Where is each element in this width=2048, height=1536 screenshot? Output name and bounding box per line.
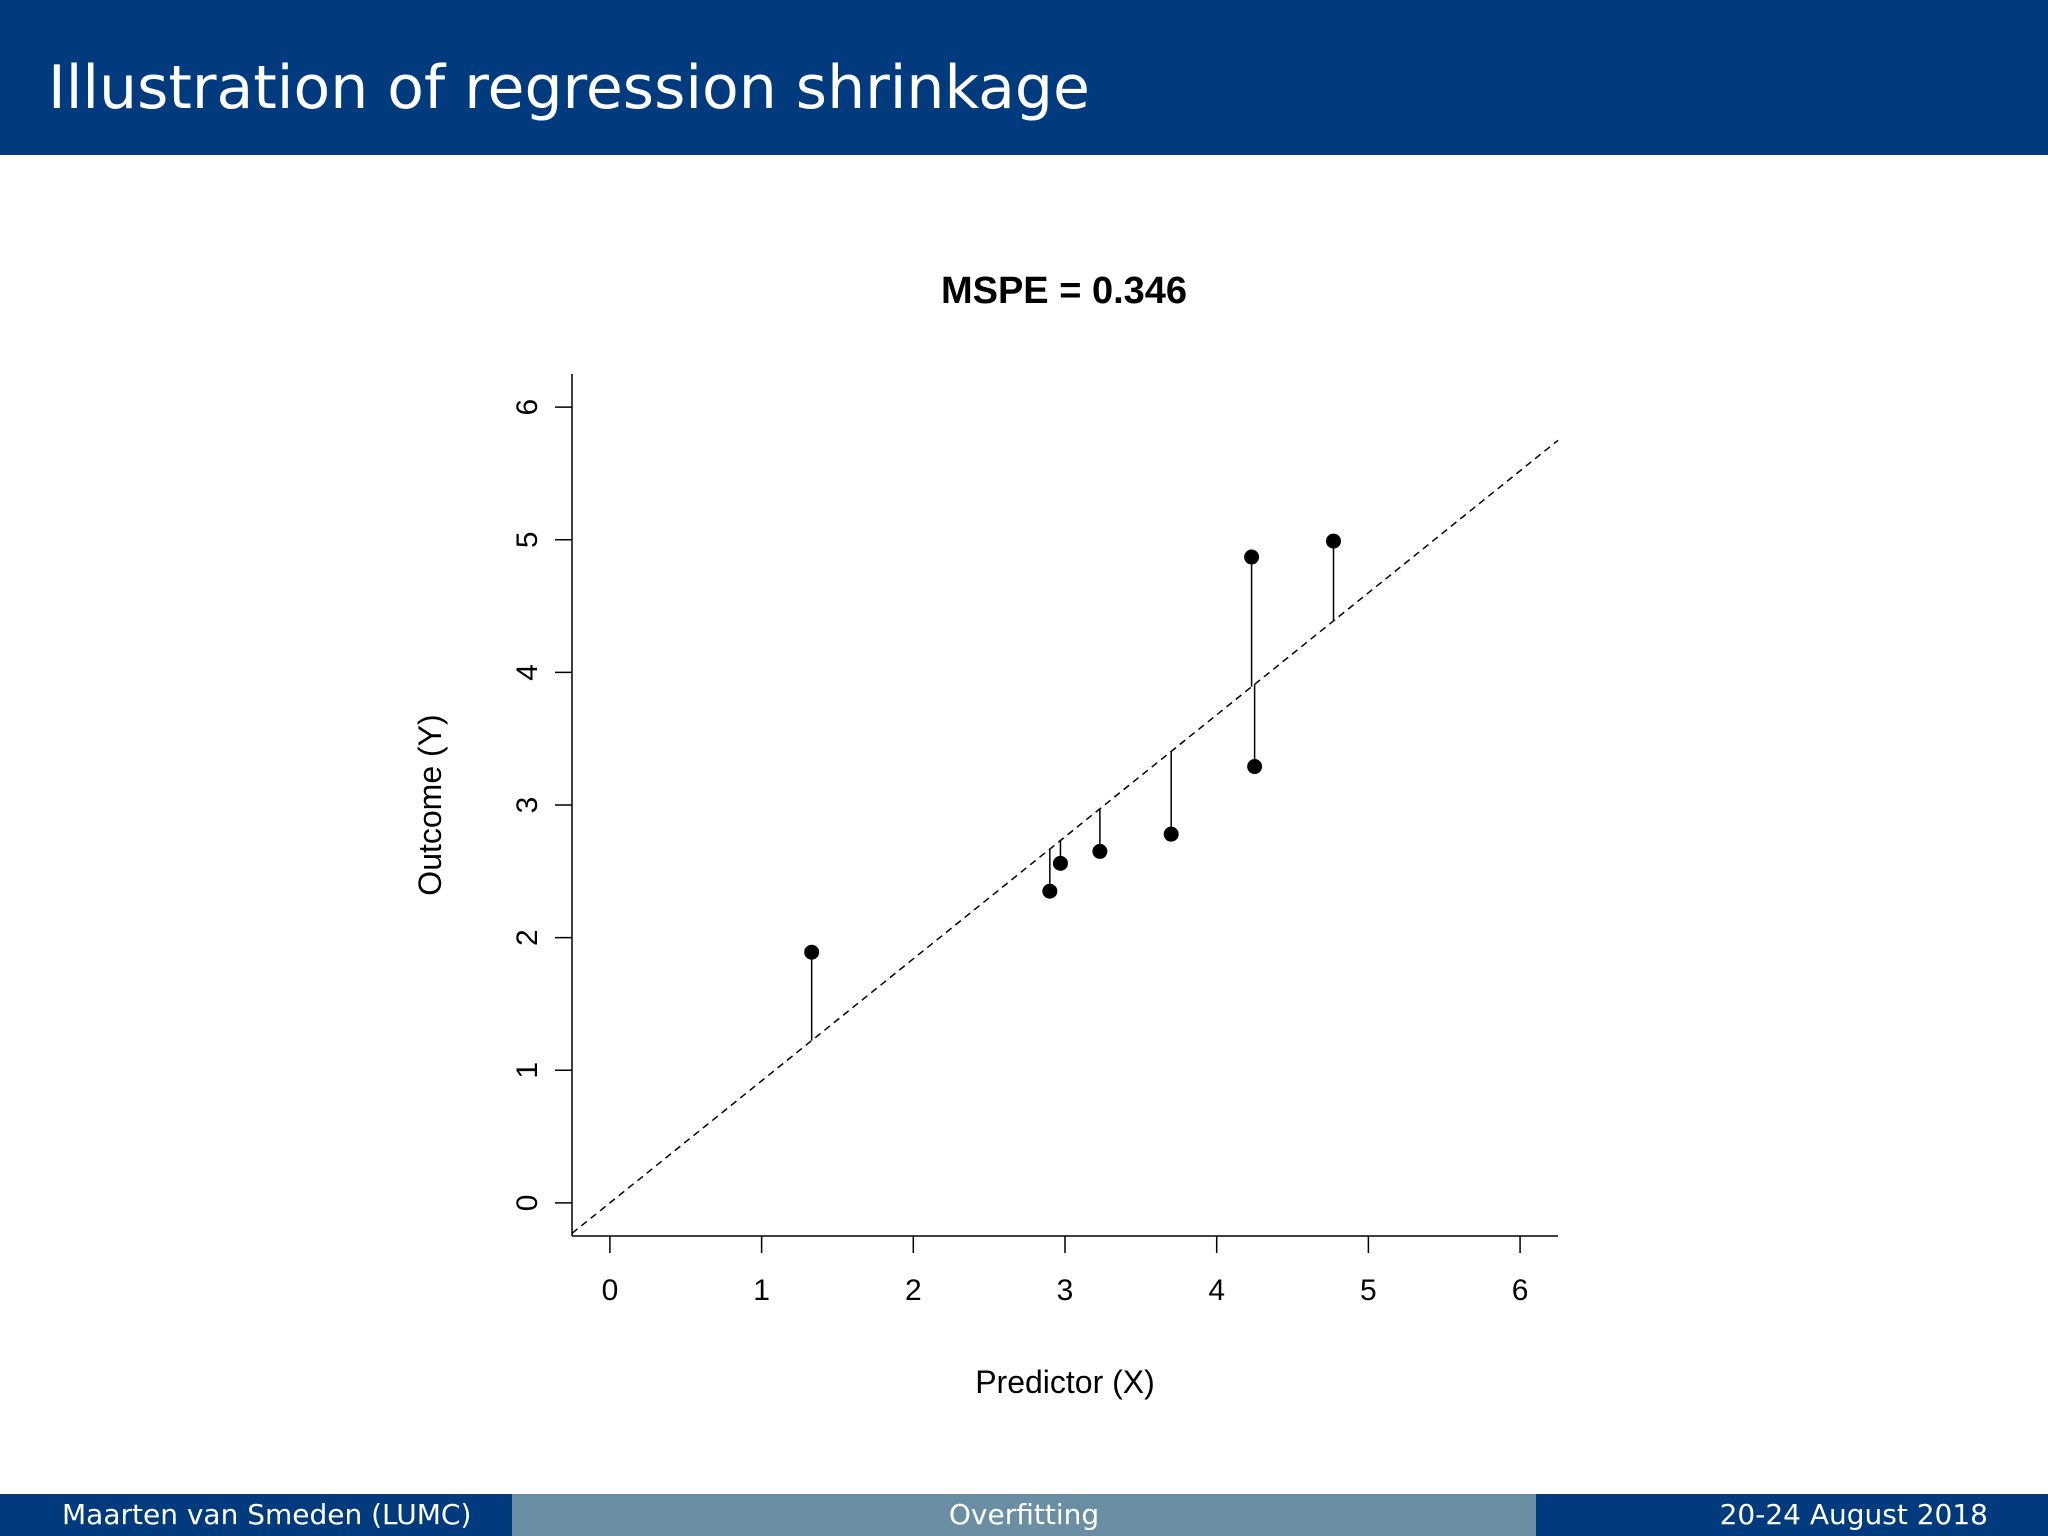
- slide-title: Illustration of regression shrinkage: [48, 53, 1090, 123]
- y-tick-label: 4: [511, 664, 544, 681]
- y-ticks: 0 1 2 3 4 5 6: [511, 399, 572, 1211]
- x-tick-label: 1: [753, 1274, 770, 1307]
- x-axis-label: Predictor (X): [975, 1364, 1155, 1400]
- footer-author: Maarten van Smeden (LUMC): [0, 1494, 512, 1536]
- y-tick-label: 2: [511, 929, 544, 946]
- x-tick-label: 4: [1208, 1274, 1225, 1307]
- y-tick-label: 1: [511, 1062, 544, 1079]
- x-tick-label: 6: [1512, 1274, 1529, 1307]
- data-points: [804, 533, 1341, 960]
- x-ticks: 0 1 2 3 4 5 6: [602, 1236, 1529, 1307]
- footer-topic: Overfitting: [512, 1494, 1536, 1536]
- data-point: [1052, 855, 1068, 871]
- y-tick-label: 6: [511, 399, 544, 416]
- y-tick-label: 5: [511, 531, 544, 548]
- scatter-chart: MSPE = 0.346 0 1 2 3 4 5 6 0 1 2 3 4 5 6 Predictor (…: [412, 270, 1559, 1400]
- data-point: [1244, 549, 1260, 565]
- y-tick-label: 0: [511, 1195, 544, 1212]
- footer: Maarten van Smeden (LUMC) Overfitting 20…: [0, 1494, 2048, 1536]
- x-tick-label: 5: [1360, 1274, 1377, 1307]
- data-point: [1042, 883, 1058, 899]
- x-tick-label: 2: [905, 1274, 922, 1307]
- x-tick-label: 0: [602, 1274, 619, 1307]
- regression-line: [571, 439, 1559, 1234]
- residual-lines: [810, 541, 1335, 1041]
- y-axis-label: Outcome (Y): [412, 714, 448, 895]
- data-point: [1092, 843, 1108, 859]
- chart-title: MSPE = 0.346: [941, 270, 1187, 312]
- footer-date: 20-24 August 2018: [1536, 1494, 2048, 1536]
- data-point: [1247, 759, 1263, 775]
- y-tick-label: 3: [511, 797, 544, 814]
- data-point: [1325, 533, 1341, 549]
- slide-header: Illustration of regression shrinkage: [0, 0, 2048, 155]
- data-point: [1163, 826, 1179, 842]
- data-point: [804, 944, 820, 960]
- x-tick-label: 3: [1057, 1274, 1074, 1307]
